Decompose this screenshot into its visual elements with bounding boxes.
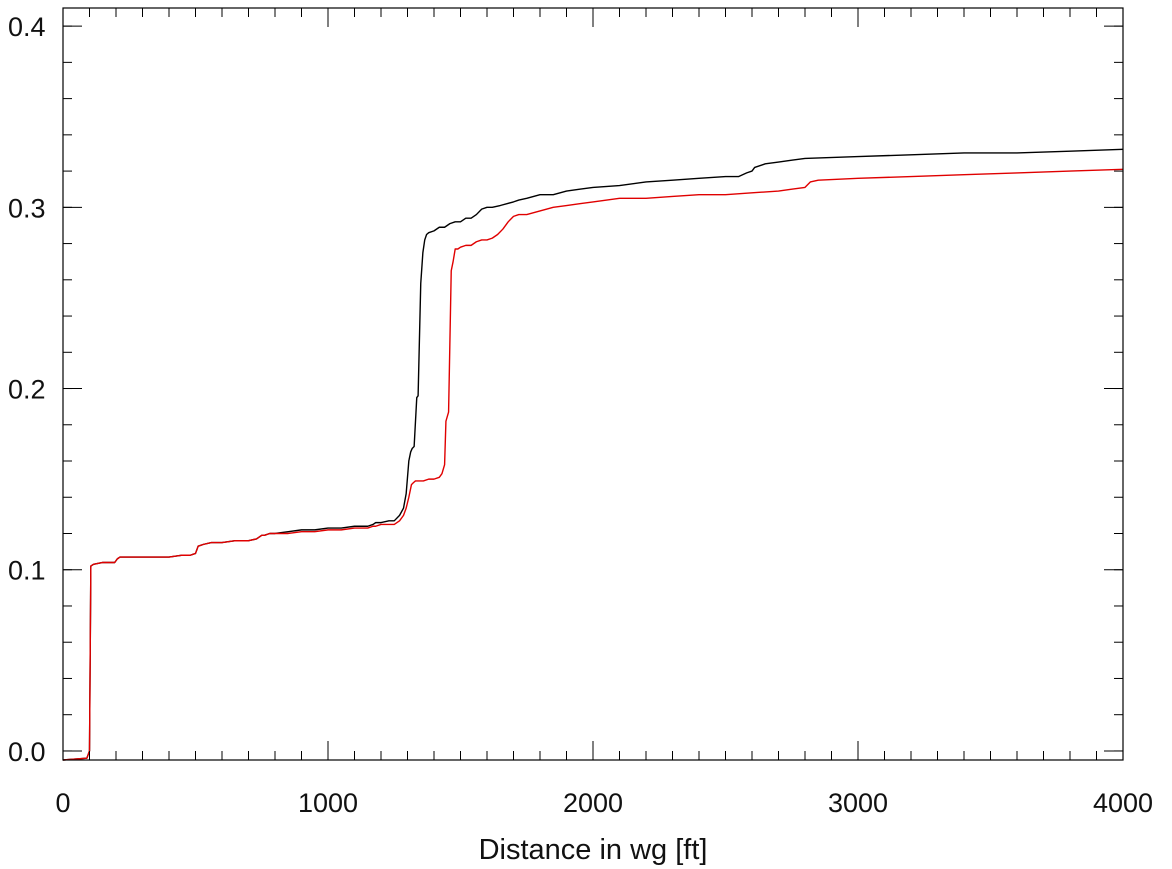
plot-frame	[62, 7, 1124, 761]
y-tick-label: 0.1	[8, 556, 46, 586]
x-tick-label: 0	[55, 788, 70, 818]
labels-layer: 0 1000 2000 3000 4000 0.0 0.1 0.2 0.3 0.4	[8, 12, 1153, 818]
x-tick-label: 3000	[828, 788, 888, 818]
x-tick-label: 1000	[298, 788, 358, 818]
series-layer	[62, 148, 1124, 761]
ticks-layer	[62, 8, 1124, 760]
x-tick-label: 2000	[563, 788, 623, 818]
y-tick-label: 0.0	[8, 737, 46, 767]
series-line-2	[62, 168, 1124, 761]
x-tick-label: 4000	[1093, 788, 1153, 818]
y-tick-label: 0.4	[8, 12, 46, 42]
y-tick-label: 0.3	[8, 193, 46, 223]
y-tick-label: 0.2	[8, 375, 46, 405]
x-axis-title: Distance in wg [ft]	[479, 834, 708, 866]
